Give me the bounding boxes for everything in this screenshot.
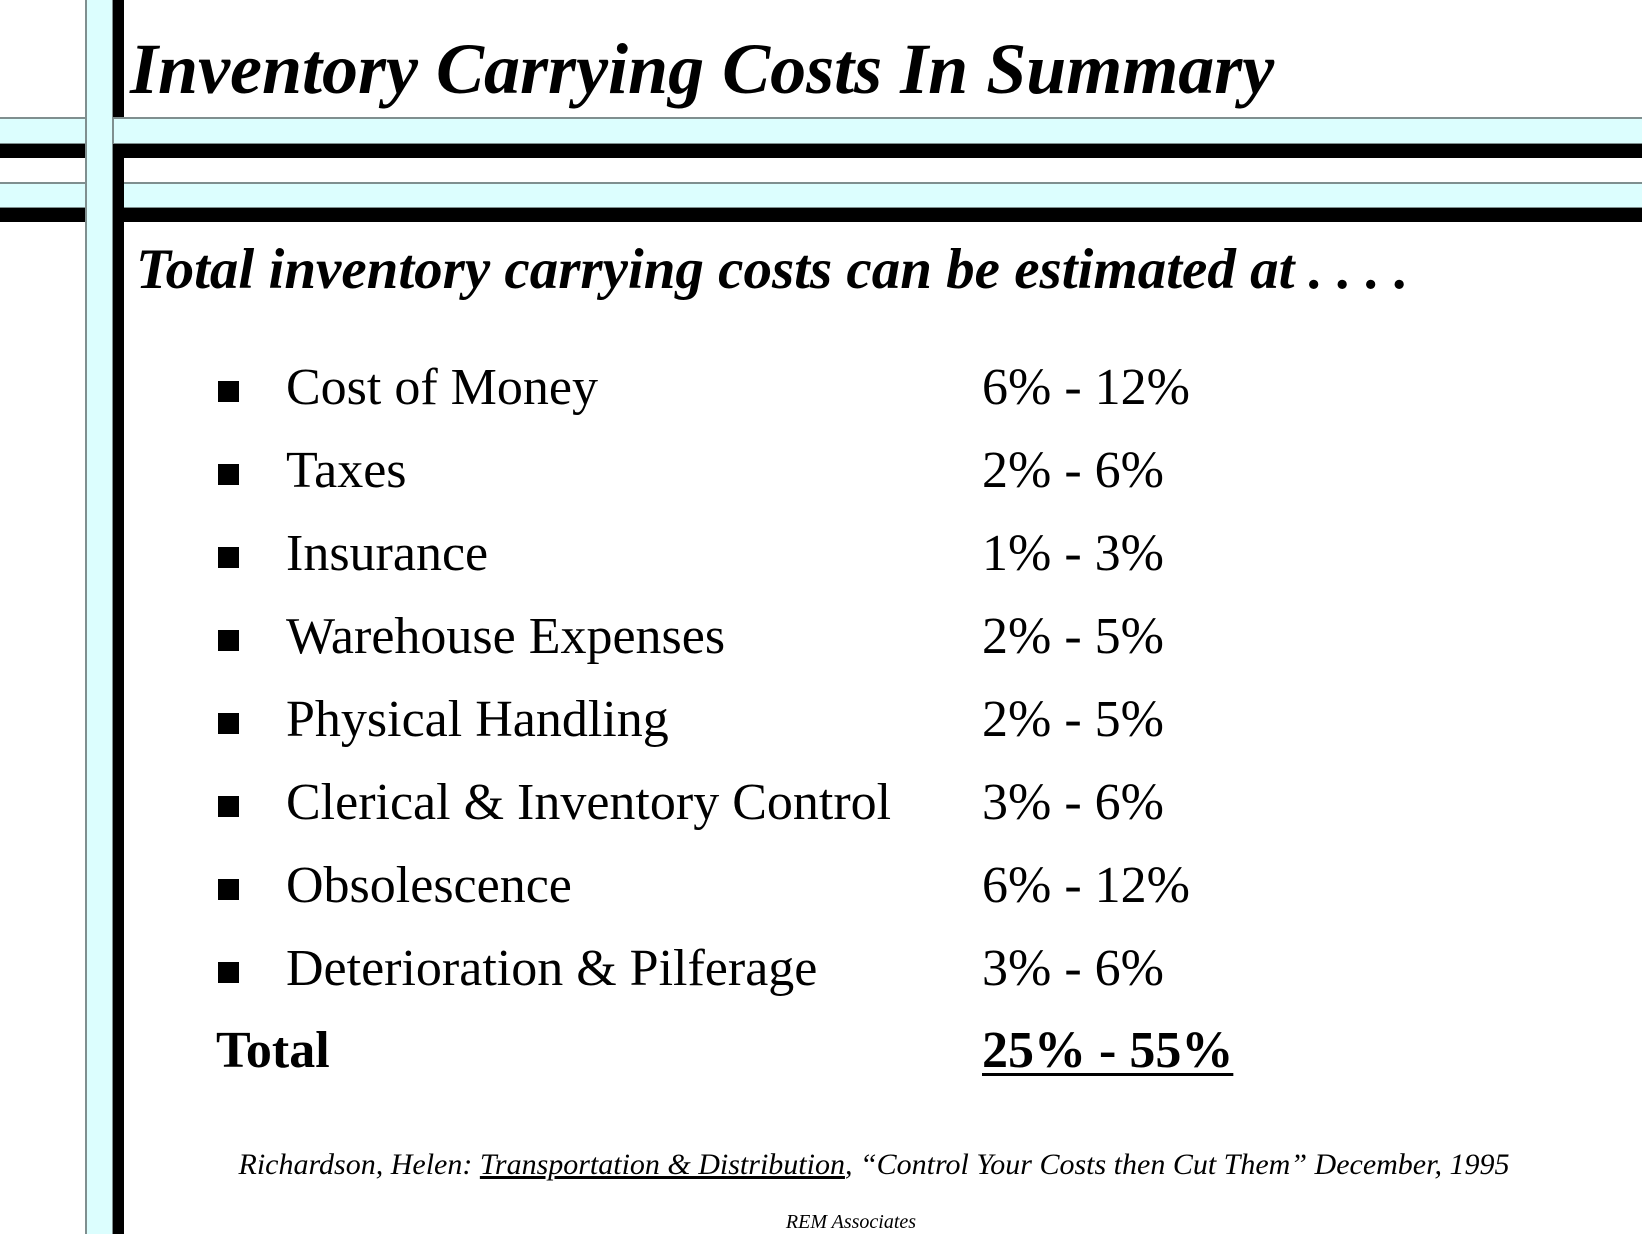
list-item: Deterioration & Pilferage 3% - 6%: [0, 938, 1300, 1002]
frame-horizontal-dark-top: [0, 144, 1642, 158]
square-bullet-icon: [218, 381, 239, 402]
cost-range: 6% - 12%: [982, 359, 1190, 416]
cost-label: Clerical & Inventory Control: [286, 774, 892, 831]
cost-label: Obsolescence: [286, 857, 572, 914]
list-item: Clerical & Inventory Control 3% - 6%: [0, 772, 1300, 836]
citation-article: , “Control Your Costs then Cut Them” Dec…: [844, 1148, 1510, 1181]
list-item: Warehouse Expenses 2% - 5%: [0, 606, 1300, 670]
citation-author: Richardson, Helen:: [238, 1148, 480, 1181]
footer-company: REM Associates: [785, 1211, 917, 1233]
list-item: Cost of Money 6% - 12%: [0, 357, 1300, 421]
cost-label: Warehouse Expenses: [286, 608, 726, 665]
frame-vertical-dark-lower: [113, 144, 124, 1234]
list-item: Taxes 2% - 6%: [0, 440, 1300, 504]
cost-label: Insurance: [286, 525, 489, 582]
cost-range: 1% - 3%: [982, 525, 1164, 582]
square-bullet-icon: [218, 630, 239, 651]
total-row: Total 25% - 55%: [0, 1020, 1300, 1086]
cost-range: 2% - 5%: [982, 691, 1164, 748]
cost-label: Taxes: [286, 442, 407, 499]
cost-range: 2% - 6%: [982, 442, 1164, 499]
cost-range: 6% - 12%: [982, 857, 1190, 914]
cost-label: Deterioration & Pilferage: [286, 940, 818, 997]
citation: Richardson, Helen: Transportation & Dist…: [0, 1147, 1642, 1183]
citation-publication: Transportation & Distribution: [479, 1148, 845, 1181]
square-bullet-icon: [218, 464, 239, 485]
square-bullet-icon: [218, 796, 239, 817]
slide-subtitle: Total inventory carrying costs can be es…: [136, 238, 1409, 301]
list-item: Obsolescence 6% - 12%: [0, 855, 1300, 919]
total-label: Total: [216, 1022, 330, 1079]
square-bullet-icon: [218, 547, 239, 568]
frame-horizontal-dark-bottom: [0, 208, 1642, 222]
cost-range: 3% - 6%: [982, 940, 1164, 997]
cost-range: 3% - 6%: [982, 774, 1164, 831]
square-bullet-icon: [218, 879, 239, 900]
list-item: Insurance 1% - 3%: [0, 523, 1300, 587]
frame-horizontal-light-bottom: [0, 182, 1642, 209]
frame-vertical-light-crossing: [85, 0, 114, 1234]
square-bullet-icon: [218, 962, 239, 983]
frame-vertical-dark-upper: [113, 0, 124, 117]
frame-horizontal-light-top: [0, 117, 1642, 145]
cost-label: Physical Handling: [286, 691, 669, 748]
cost-range: 2% - 5%: [982, 608, 1164, 665]
slide-title: Inventory Carrying Costs In Summary: [130, 29, 1275, 109]
cost-label: Cost of Money: [286, 359, 598, 416]
list-item: Physical Handling 2% - 5%: [0, 689, 1300, 753]
total-range: 25% - 55%: [982, 1022, 1234, 1079]
square-bullet-icon: [218, 713, 239, 734]
